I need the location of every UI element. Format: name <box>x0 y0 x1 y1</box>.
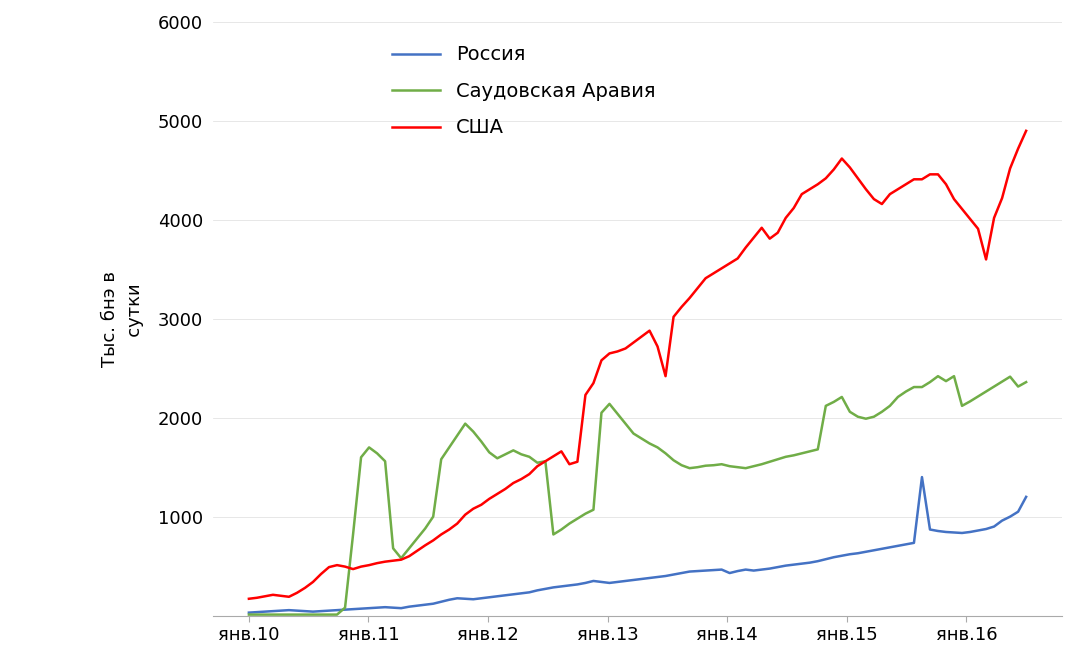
США <box>611 347 624 355</box>
Россия <box>611 578 624 586</box>
Россия <box>836 552 849 559</box>
Legend: Россия, Саудовская Аравия, США: Россия, Саудовская Аравия, США <box>384 38 663 145</box>
Саудовская Аравия <box>291 611 304 619</box>
Россия <box>675 569 688 577</box>
США <box>675 303 688 311</box>
Россия <box>915 473 928 481</box>
Россия <box>307 608 320 616</box>
Саудовская Аравия <box>1020 378 1033 386</box>
США <box>291 589 304 597</box>
Саудовская Аравия <box>611 410 624 418</box>
Россия <box>291 607 304 615</box>
Саудовская Аравия <box>675 461 688 469</box>
США <box>1020 127 1033 135</box>
США <box>242 595 255 603</box>
Россия <box>731 567 744 575</box>
Саудовская Аравия <box>731 463 744 471</box>
Line: США: США <box>249 131 1026 599</box>
Саудовская Аравия <box>932 372 945 380</box>
США <box>307 578 320 586</box>
Россия <box>242 609 255 617</box>
Line: Саудовская Аравия: Саудовская Аравия <box>249 376 1026 615</box>
США <box>836 155 849 163</box>
Россия <box>1020 493 1033 501</box>
Line: Россия: Россия <box>249 477 1026 613</box>
Саудовская Аравия <box>307 611 320 619</box>
Саудовская Аравия <box>242 611 255 619</box>
Саудовская Аравия <box>836 393 849 401</box>
Y-axis label: Тыс. бнэ в
   сутки: Тыс. бнэ в сутки <box>101 271 144 367</box>
США <box>731 254 744 262</box>
